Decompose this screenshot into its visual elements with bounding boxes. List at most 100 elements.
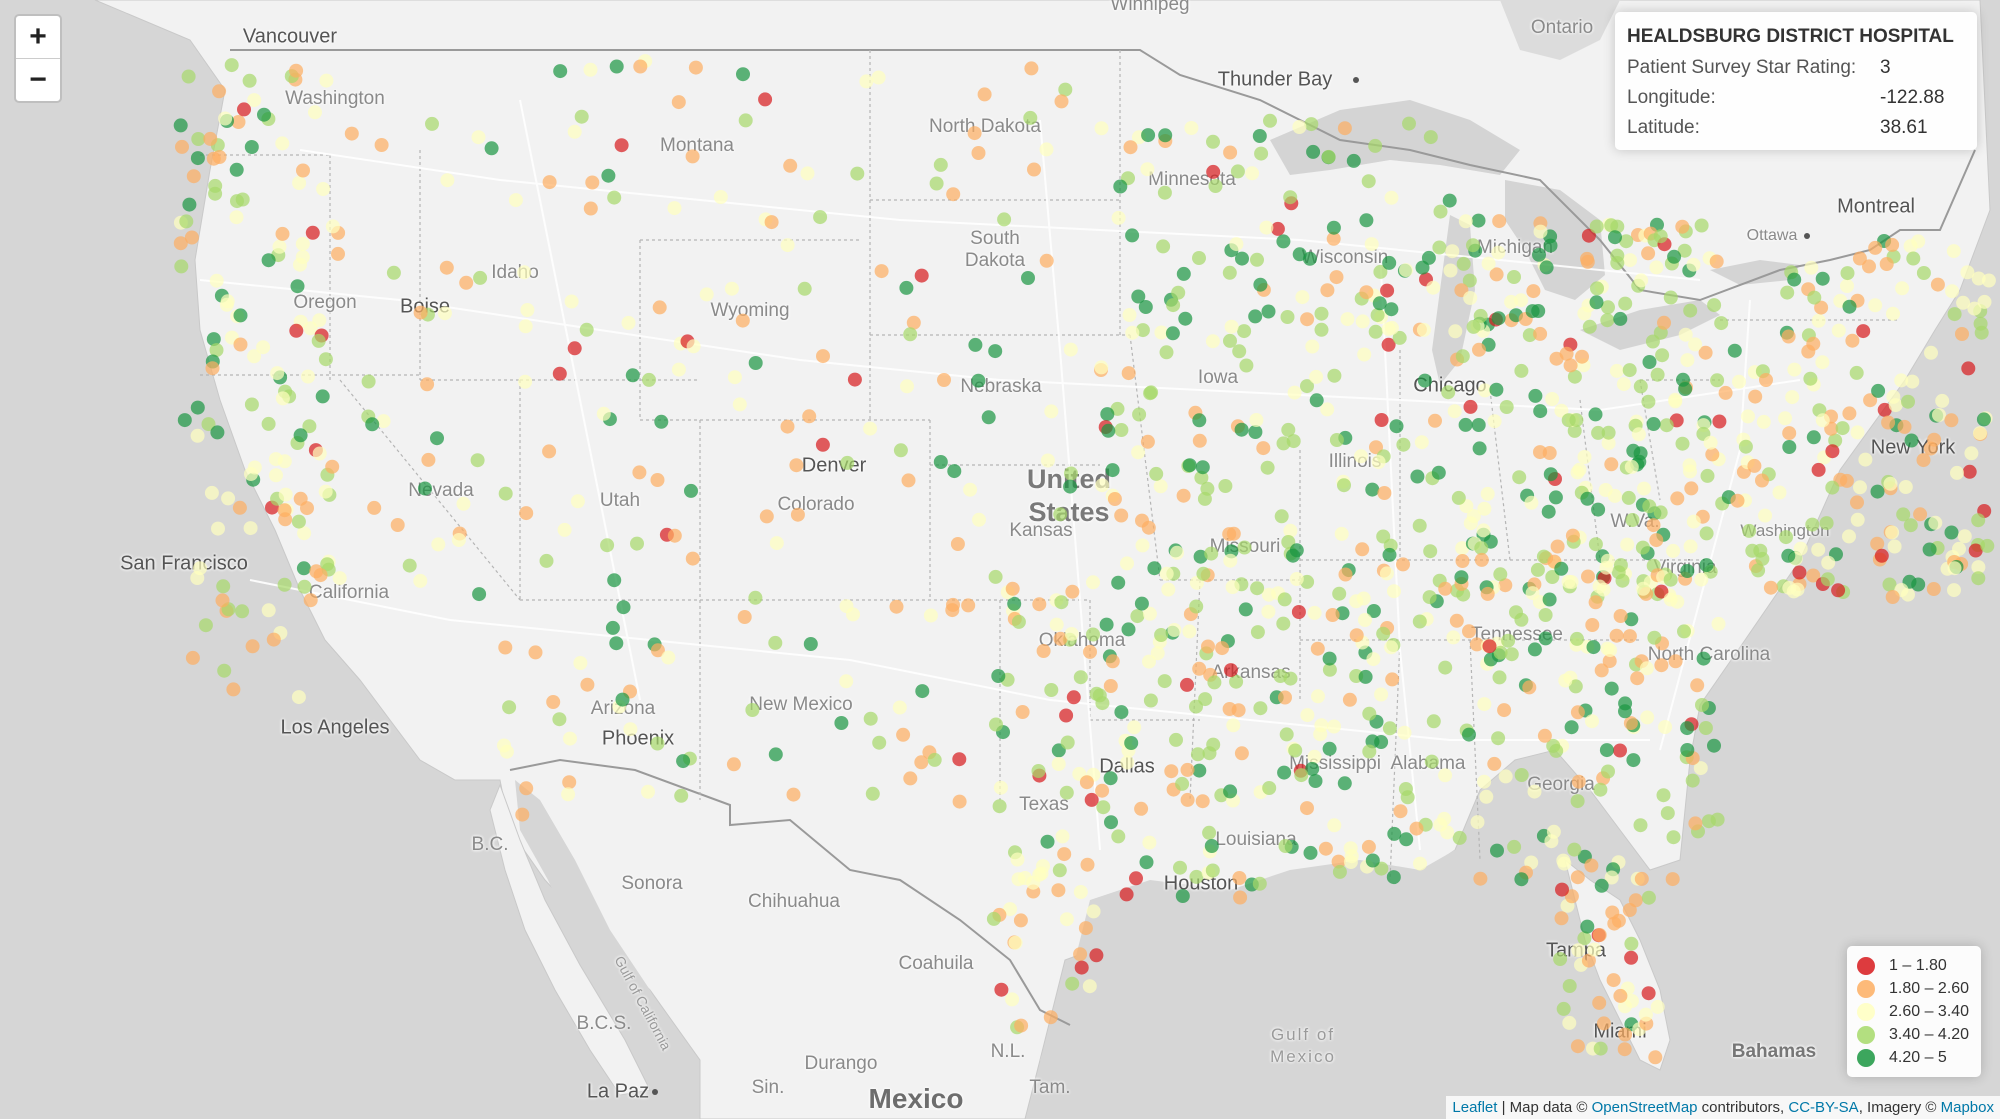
hospital-marker[interactable] xyxy=(1582,319,1597,334)
hospital-marker[interactable] xyxy=(1396,437,1411,452)
hospital-marker[interactable] xyxy=(1631,427,1646,442)
hospital-marker[interactable] xyxy=(1653,505,1668,520)
hospital-marker[interactable] xyxy=(686,339,701,354)
hospital-marker[interactable] xyxy=(344,126,359,141)
hospital-marker[interactable] xyxy=(293,428,308,443)
hospital-marker[interactable] xyxy=(1618,1027,1633,1042)
hospital-marker[interactable] xyxy=(1329,433,1344,447)
hospital-marker[interactable] xyxy=(621,315,636,330)
hospital-marker[interactable] xyxy=(1680,743,1695,757)
hospital-marker[interactable] xyxy=(803,637,818,651)
hospital-marker[interactable] xyxy=(1365,482,1380,497)
hospital-marker[interactable] xyxy=(1120,556,1134,571)
hospital-marker[interactable] xyxy=(952,752,967,767)
hospital-marker[interactable] xyxy=(1412,518,1427,533)
hospital-marker[interactable] xyxy=(1792,565,1807,580)
hospital-marker[interactable] xyxy=(1013,913,1028,928)
hospital-marker[interactable] xyxy=(1646,417,1661,431)
hospital-marker[interactable] xyxy=(1877,402,1892,417)
hospital-marker[interactable] xyxy=(1438,768,1453,783)
hospital-marker[interactable] xyxy=(1232,344,1247,359)
hospital-marker[interactable] xyxy=(1781,329,1796,344)
hospital-marker[interactable] xyxy=(1201,639,1215,654)
hospital-marker[interactable] xyxy=(1410,469,1425,484)
hospital-marker[interactable] xyxy=(1449,613,1464,628)
hospital-marker[interactable] xyxy=(305,225,320,240)
hospital-marker[interactable] xyxy=(650,643,665,658)
hospital-marker[interactable] xyxy=(1184,121,1199,135)
hospital-marker[interactable] xyxy=(1932,408,1946,422)
hospital-marker[interactable] xyxy=(561,787,576,802)
hospital-marker[interactable] xyxy=(1528,388,1543,403)
hospital-marker[interactable] xyxy=(1580,254,1595,269)
hospital-marker[interactable] xyxy=(1138,300,1153,314)
hospital-marker[interactable] xyxy=(386,265,401,280)
hospital-marker[interactable] xyxy=(210,425,225,440)
hospital-marker[interactable] xyxy=(1229,237,1244,252)
hospital-marker[interactable] xyxy=(1362,744,1377,759)
hospital-marker[interactable] xyxy=(1223,333,1237,348)
hospital-marker[interactable] xyxy=(1556,1001,1571,1016)
hospital-marker[interactable] xyxy=(567,124,582,139)
hospital-marker[interactable] xyxy=(1096,800,1111,815)
hospital-marker[interactable] xyxy=(759,509,774,524)
hospital-marker[interactable] xyxy=(1466,319,1481,334)
hospital-marker[interactable] xyxy=(986,911,1001,926)
hospital-marker[interactable] xyxy=(1230,164,1245,179)
hospital-marker[interactable] xyxy=(1252,129,1267,143)
hospital-marker[interactable] xyxy=(1175,889,1190,903)
hospital-marker[interactable] xyxy=(1250,581,1265,596)
hospital-marker[interactable] xyxy=(1307,749,1322,764)
hospital-marker[interactable] xyxy=(1471,418,1486,432)
hospital-marker[interactable] xyxy=(1384,190,1399,205)
hospital-marker[interactable] xyxy=(1564,720,1579,735)
hospital-marker[interactable] xyxy=(1537,728,1552,743)
hospital-marker[interactable] xyxy=(1300,801,1314,816)
hospital-marker[interactable] xyxy=(1590,281,1604,296)
hospital-marker[interactable] xyxy=(270,366,285,381)
hospital-marker[interactable] xyxy=(1156,239,1171,254)
hospital-marker[interactable] xyxy=(1487,756,1502,771)
hospital-marker[interactable] xyxy=(1462,273,1477,288)
hospital-marker[interactable] xyxy=(1103,679,1118,693)
hospital-marker[interactable] xyxy=(1709,254,1724,269)
hospital-marker[interactable] xyxy=(1008,935,1023,950)
hospital-marker[interactable] xyxy=(1604,218,1619,233)
hospital-marker[interactable] xyxy=(1967,301,1982,316)
hospital-marker[interactable] xyxy=(1971,560,1986,575)
hospital-marker[interactable] xyxy=(1492,670,1507,685)
hospital-marker[interactable] xyxy=(1565,528,1580,543)
hospital-marker[interactable] xyxy=(1122,308,1137,322)
hospital-marker[interactable] xyxy=(1202,825,1217,840)
hospital-marker[interactable] xyxy=(325,459,340,474)
hospital-marker[interactable] xyxy=(570,494,585,509)
hospital-marker[interactable] xyxy=(1956,295,1971,310)
hospital-marker[interactable] xyxy=(1683,464,1697,479)
hospital-marker[interactable] xyxy=(1782,426,1797,441)
hospital-marker[interactable] xyxy=(1663,572,1678,587)
hospital-marker[interactable] xyxy=(1222,265,1237,280)
hospital-marker[interactable] xyxy=(1561,574,1576,589)
hospital-marker[interactable] xyxy=(1512,470,1527,485)
hospital-marker[interactable] xyxy=(472,587,487,602)
hospital-marker[interactable] xyxy=(1409,821,1424,836)
hospital-marker[interactable] xyxy=(1060,735,1075,750)
hospital-marker[interactable] xyxy=(1492,214,1507,229)
hospital-marker[interactable] xyxy=(1443,263,1458,278)
hospital-marker[interactable] xyxy=(903,771,918,786)
hospital-marker[interactable] xyxy=(1190,747,1205,762)
hospital-marker[interactable] xyxy=(1658,720,1673,734)
hospital-marker[interactable] xyxy=(1567,423,1582,438)
hospital-marker[interactable] xyxy=(1886,306,1900,321)
hospital-marker[interactable] xyxy=(1616,377,1631,392)
hospital-marker[interactable] xyxy=(1913,507,1928,522)
hospital-marker[interactable] xyxy=(1868,240,1883,255)
hospital-marker[interactable] xyxy=(1622,363,1637,378)
hospital-marker[interactable] xyxy=(1382,547,1397,562)
hospital-marker[interactable] xyxy=(1870,484,1885,499)
hospital-marker[interactable] xyxy=(242,73,257,88)
hospital-marker[interactable] xyxy=(1431,465,1446,480)
hospital-marker[interactable] xyxy=(583,201,598,216)
hospital-marker[interactable] xyxy=(1601,300,1615,315)
hospital-marker[interactable] xyxy=(1387,584,1401,599)
